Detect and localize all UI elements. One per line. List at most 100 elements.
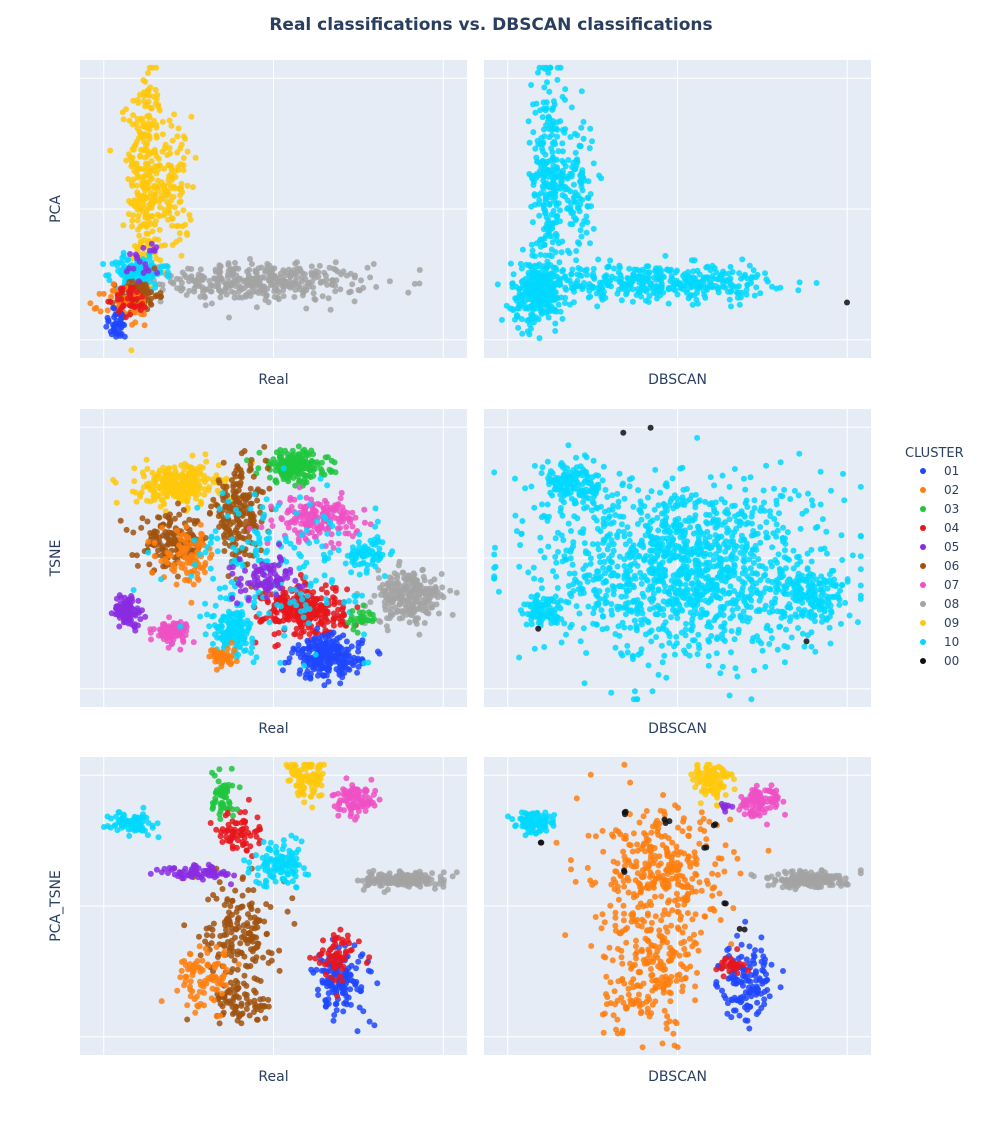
data-point: [296, 551, 303, 557]
data-point: [315, 269, 322, 276]
data-point: [216, 654, 223, 661]
data-point: [289, 649, 295, 656]
data-point: [164, 269, 171, 276]
data-point: [538, 308, 545, 315]
data-point: [780, 524, 787, 531]
data-point: [370, 551, 377, 558]
data-point: [141, 322, 148, 329]
data-point: [149, 569, 156, 576]
data-point: [225, 626, 232, 633]
data-point: [303, 305, 310, 312]
data-point: [347, 288, 354, 295]
data-point: [553, 119, 560, 126]
data-point: [554, 295, 561, 302]
data-point: [256, 449, 263, 456]
data-point: [149, 175, 155, 182]
data-point: [320, 551, 327, 558]
data-point: [573, 280, 579, 287]
data-point: [216, 287, 223, 294]
data-point: [302, 602, 309, 608]
data-point: [153, 121, 160, 128]
data-point: [181, 477, 188, 484]
data-point: [619, 283, 626, 290]
data-point: [237, 588, 244, 595]
data-point: [696, 271, 703, 278]
data-point: [331, 459, 338, 466]
data-point: [247, 485, 254, 492]
data-point: [386, 278, 393, 285]
data-point: [618, 297, 625, 304]
data-point: [438, 571, 445, 577]
data-point: [316, 262, 323, 269]
data-point: [299, 596, 306, 603]
data-point: [281, 632, 288, 639]
data-point: [233, 547, 239, 554]
data-point: [554, 126, 561, 133]
data-point: [525, 118, 532, 125]
data-point: [414, 577, 421, 584]
data-point: [212, 602, 219, 609]
data-point: [674, 291, 681, 298]
data-point: [130, 265, 137, 272]
data-point: [151, 489, 158, 496]
data-point: [379, 587, 386, 594]
data-point: [147, 278, 153, 285]
data-point: [173, 632, 179, 639]
data-point: [388, 590, 395, 597]
data-point: [808, 643, 815, 650]
data-point: [245, 597, 252, 604]
data-point: [226, 314, 232, 321]
data-point: [339, 618, 346, 625]
data-point: [322, 454, 329, 461]
data-point: [351, 298, 358, 305]
data-point: [535, 141, 542, 148]
data-point: [168, 122, 175, 129]
data-point: [513, 283, 520, 290]
data-point: [133, 182, 140, 189]
data-point: [180, 207, 187, 214]
data-point: [535, 69, 541, 76]
data-point: [596, 172, 603, 179]
data-point: [354, 629, 361, 636]
data-point: [277, 274, 284, 281]
data-point: [304, 637, 311, 644]
data-point: [296, 583, 303, 590]
data-point: [736, 270, 743, 277]
data-point: [296, 484, 303, 491]
data-point: [552, 328, 559, 334]
data-point: [375, 575, 382, 582]
data-point: [133, 120, 140, 127]
data-point: [587, 191, 594, 197]
data-point: [232, 283, 239, 290]
data-point: [511, 316, 518, 323]
data-point: [231, 557, 238, 564]
data-point: [178, 462, 185, 469]
data-point: [153, 64, 160, 71]
data-point: [153, 244, 160, 251]
data-point: [106, 277, 113, 284]
data-point: [363, 566, 370, 573]
data-point: [644, 276, 651, 283]
data-point: [297, 621, 304, 628]
data-point: [412, 617, 419, 624]
data-point: [739, 256, 746, 263]
data-point: [548, 303, 555, 310]
data-point: [340, 507, 347, 514]
data-point: [207, 539, 214, 546]
data-point: [175, 125, 182, 132]
data-point: [191, 561, 198, 568]
data-point: [198, 530, 205, 537]
data-point: [577, 227, 584, 234]
data-point: [142, 613, 149, 620]
data-point: [335, 649, 342, 656]
data-point: [230, 271, 237, 278]
data-point: [91, 305, 98, 312]
data-point: [172, 185, 179, 192]
data-point: [300, 646, 307, 653]
data-point: [691, 257, 698, 264]
data-point: [583, 213, 590, 220]
data-point: [218, 617, 225, 624]
data-point: [202, 451, 209, 458]
data-point: [604, 278, 610, 285]
